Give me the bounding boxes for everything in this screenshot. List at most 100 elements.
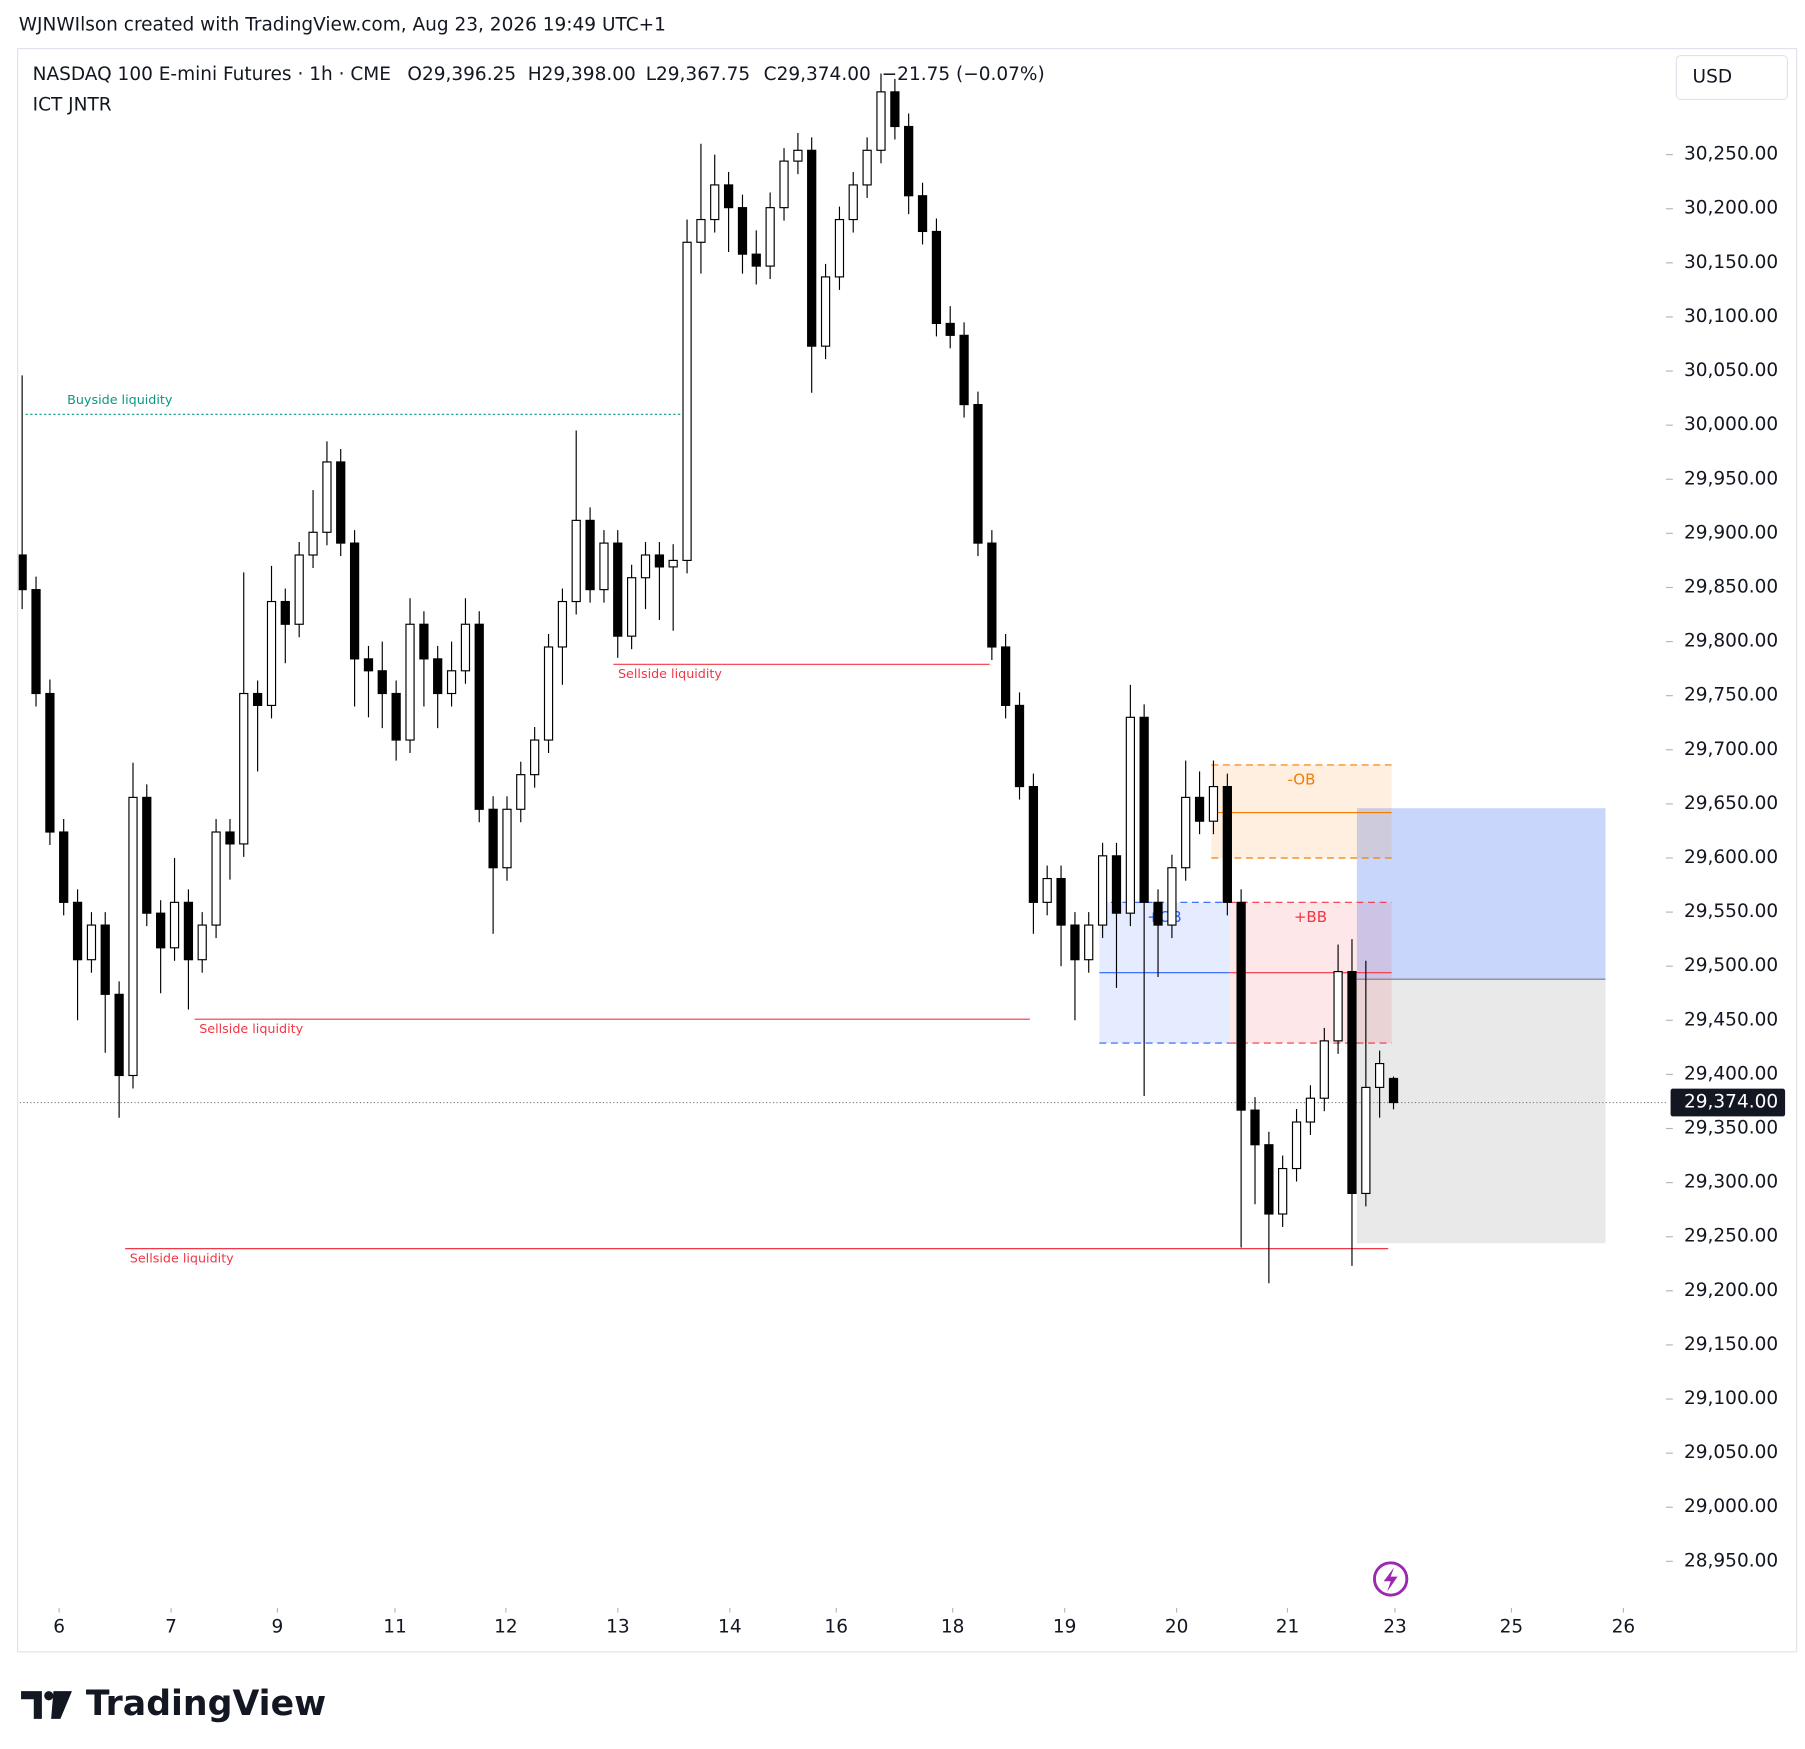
candle-body (1236, 901, 1246, 1111)
candle-body (723, 184, 734, 209)
candle-body (239, 692, 249, 845)
candle-body (294, 554, 304, 625)
axes: 28,950.00 29,000.00 29,050.00 29,100.00 29,1… (53, 144, 1786, 1638)
candle-body (765, 207, 775, 267)
y-tick-label: 30,050.00 (1684, 360, 1778, 381)
y-tick-label: 29,250.00 (1684, 1226, 1778, 1247)
y-tick-label: 29,000.00 (1684, 1496, 1778, 1517)
x-tick-label: 19 (1053, 1617, 1077, 1638)
candle-body (31, 589, 41, 695)
x-tick-label: 16 (824, 1617, 848, 1638)
candle-body (931, 230, 942, 325)
brand-logo (21, 1691, 72, 1719)
credit: WJNWIlson created with TradingView.com, … (19, 14, 666, 35)
x-tick-label: 12 (494, 1617, 518, 1638)
candle-body (391, 692, 401, 741)
candle-body (793, 149, 803, 162)
y-tick-label: 29,300.00 (1684, 1172, 1778, 1193)
x-tick-label: 9 (272, 1617, 284, 1638)
x-tick-label: 13 (606, 1617, 630, 1638)
y-tick-label: 29,450.00 (1684, 1009, 1778, 1030)
candle-body (1097, 855, 1108, 926)
indicator: ICT JNTR (33, 94, 112, 115)
brand: TradingView (86, 1684, 326, 1724)
candle-body (917, 195, 928, 233)
y-tick-label: 29,550.00 (1684, 901, 1778, 922)
y-tick-label: 29,650.00 (1684, 793, 1778, 814)
candle-body (682, 241, 692, 561)
currency[interactable]: USD (1693, 67, 1733, 88)
x-tick-label: 6 (53, 1617, 65, 1638)
stop-zone (1356, 979, 1606, 1244)
candle-body (1278, 1167, 1288, 1215)
x-tick-label: 18 (941, 1617, 965, 1638)
candle-body (516, 774, 526, 810)
candle-body (627, 577, 637, 637)
x-tick-label: 7 (165, 1617, 177, 1638)
candle-body (585, 519, 595, 591)
candle-body (1001, 646, 1011, 706)
candle-body (266, 600, 277, 706)
liquidity-label: Buyside liquidity (67, 392, 173, 407)
liquidity-label: Sellside liquidity (130, 1251, 234, 1266)
candle-body (460, 623, 471, 672)
last-price-label: 29,374.00 (1684, 1092, 1778, 1113)
candle-body (530, 739, 540, 776)
candle-body (1014, 704, 1025, 788)
y-tick-label: 29,050.00 (1684, 1442, 1778, 1463)
candle-body (807, 149, 817, 347)
candle-body (183, 901, 194, 961)
alert-icon[interactable] (1373, 1561, 1409, 1597)
candle-body (959, 334, 969, 406)
symbol: NASDAQ 100 E-mini Futures · 1h · CME (33, 64, 391, 85)
candle-body (1167, 867, 1177, 926)
legend-high: H29,398.00 (528, 64, 636, 85)
y-tick-label: 30,200.00 (1684, 198, 1778, 219)
candle-body (502, 808, 512, 869)
y-tick-label: 29,500.00 (1684, 955, 1778, 976)
candle-body (142, 796, 152, 914)
x-tick-label: 25 (1500, 1617, 1524, 1638)
candle-body (1305, 1097, 1316, 1123)
last-price-box (1670, 1088, 1786, 1117)
candle-body (862, 149, 872, 186)
y-tick-label: 29,800.00 (1684, 631, 1778, 652)
candle-body (696, 218, 706, 243)
zone-label: +BB (1294, 908, 1327, 926)
candle-body (1264, 1144, 1274, 1215)
candle-body (1056, 877, 1066, 926)
candle-body (557, 600, 568, 648)
currency-box[interactable] (1675, 54, 1788, 101)
liquidity-label: Sellside liquidity (618, 666, 722, 681)
candle-body (904, 125, 914, 197)
candle-body (1333, 971, 1343, 1042)
target-zone (1356, 808, 1606, 980)
candle-body (973, 404, 983, 544)
candle-body (1291, 1121, 1302, 1170)
y-tick-label: 30,150.00 (1684, 252, 1778, 273)
candle-body (114, 993, 124, 1077)
candle-body (18, 554, 27, 591)
candle-body (737, 207, 748, 255)
y-tick-label: 29,150.00 (1684, 1334, 1778, 1355)
candle-body (890, 91, 900, 128)
candle-body (834, 218, 845, 278)
liquidity-label: Sellside liquidity (199, 1021, 303, 1036)
candle-body (45, 692, 55, 833)
candle-body (1153, 901, 1163, 926)
candle-body (128, 796, 138, 1077)
candle-body (322, 461, 332, 533)
x-tick-label: 11 (383, 1617, 407, 1638)
legend-change: −21.75 (−0.07%) (882, 64, 1045, 85)
candle-body (308, 531, 318, 556)
candle-body (599, 542, 609, 591)
candle-body (405, 623, 415, 741)
legend-low: L29,367.75 (646, 64, 750, 85)
x-tick-label: 26 (1612, 1617, 1636, 1638)
y-tick-label: 29,900.00 (1684, 522, 1778, 543)
candle-body (59, 831, 69, 903)
candle-body (945, 322, 955, 336)
y-tick-label: 30,250.00 (1684, 144, 1778, 165)
